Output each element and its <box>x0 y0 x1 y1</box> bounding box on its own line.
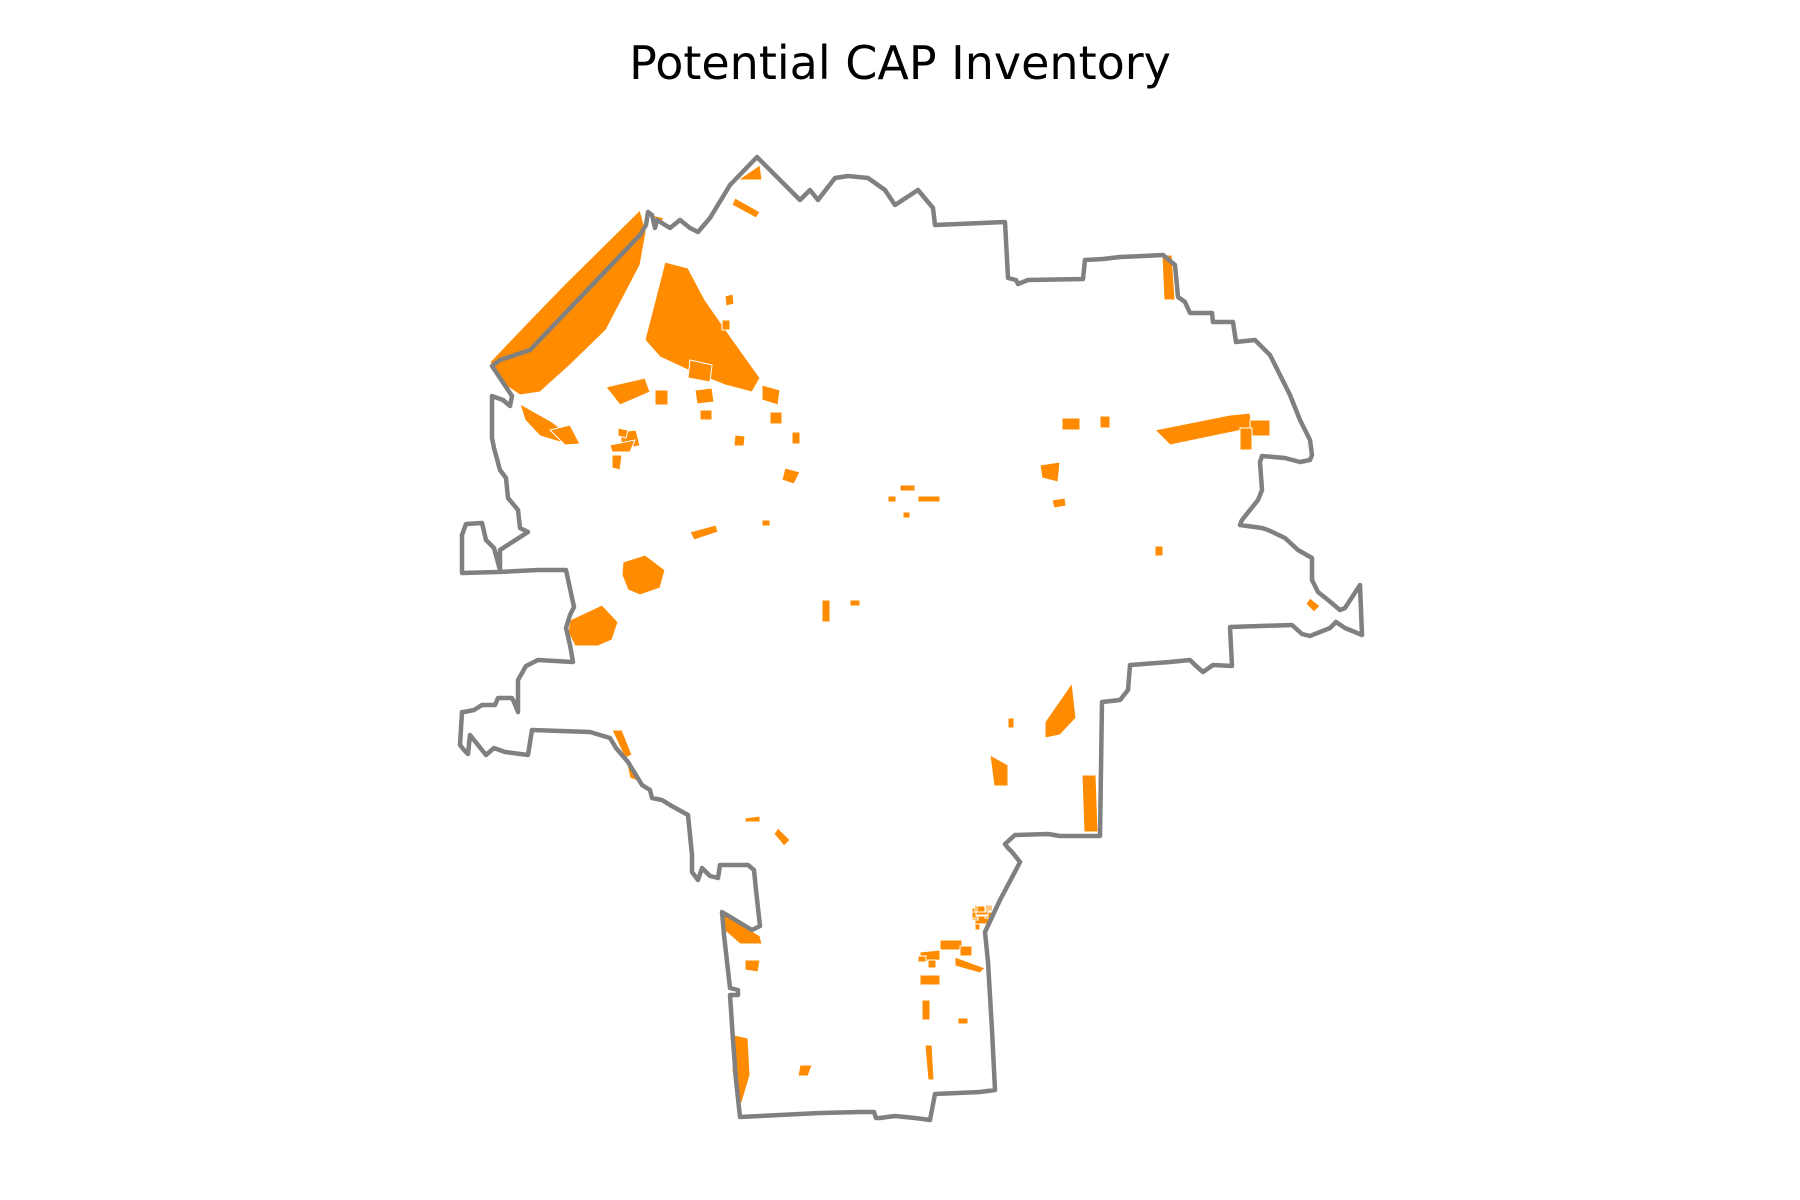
parcel <box>736 164 763 181</box>
parcel <box>917 955 927 963</box>
parcel <box>567 604 619 647</box>
parcel <box>1305 597 1321 613</box>
parcel <box>1099 415 1111 429</box>
parcel <box>976 905 986 913</box>
parcel <box>821 599 831 623</box>
parcel <box>769 411 783 425</box>
parcel <box>919 974 941 986</box>
parcel <box>1051 497 1067 509</box>
parcel <box>489 209 647 396</box>
parcel <box>731 197 761 219</box>
parcel <box>954 956 986 974</box>
parcel <box>609 439 636 453</box>
parcel <box>617 427 629 439</box>
parcel <box>761 384 781 406</box>
city-boundary <box>457 154 1365 1123</box>
parcel <box>921 999 931 1021</box>
parcel <box>781 467 801 485</box>
parcel <box>1061 417 1081 431</box>
parcel <box>611 454 623 471</box>
parcel <box>989 754 1009 787</box>
parcel <box>1007 717 1015 729</box>
parcel <box>733 434 746 447</box>
parcel <box>959 945 973 957</box>
parcel <box>924 1044 935 1081</box>
parcel <box>1249 419 1271 437</box>
parcel <box>744 959 761 973</box>
parcel <box>687 359 713 383</box>
parcel <box>887 495 897 503</box>
parcel <box>939 939 963 951</box>
parcel <box>791 431 801 445</box>
parcel <box>902 511 911 519</box>
parcel <box>773 827 791 847</box>
parcel <box>1239 427 1253 451</box>
parcel <box>957 1017 969 1025</box>
parcel <box>724 293 735 307</box>
parcel <box>644 261 761 393</box>
parcel <box>1161 254 1176 301</box>
parcel <box>761 519 771 527</box>
parcel <box>1154 545 1164 557</box>
parcel <box>927 959 937 969</box>
parcel <box>721 319 731 331</box>
parcel <box>1044 681 1077 739</box>
parcel <box>1039 461 1061 483</box>
parcel <box>654 389 669 406</box>
parcel <box>744 815 761 823</box>
parcel <box>849 599 861 607</box>
parcel <box>699 409 713 421</box>
parcel <box>621 554 666 596</box>
parcel <box>917 495 941 503</box>
parcel <box>689 524 719 541</box>
parcels-layer <box>489 164 1321 1110</box>
parcel <box>549 424 581 446</box>
parcel <box>694 387 715 405</box>
parcel <box>899 484 916 492</box>
parcel <box>611 729 633 759</box>
parcel <box>1081 774 1099 833</box>
parcel <box>797 1064 813 1077</box>
map-title: Potential CAP Inventory <box>629 36 1171 90</box>
parcel <box>605 377 651 406</box>
parcel <box>1153 412 1253 446</box>
